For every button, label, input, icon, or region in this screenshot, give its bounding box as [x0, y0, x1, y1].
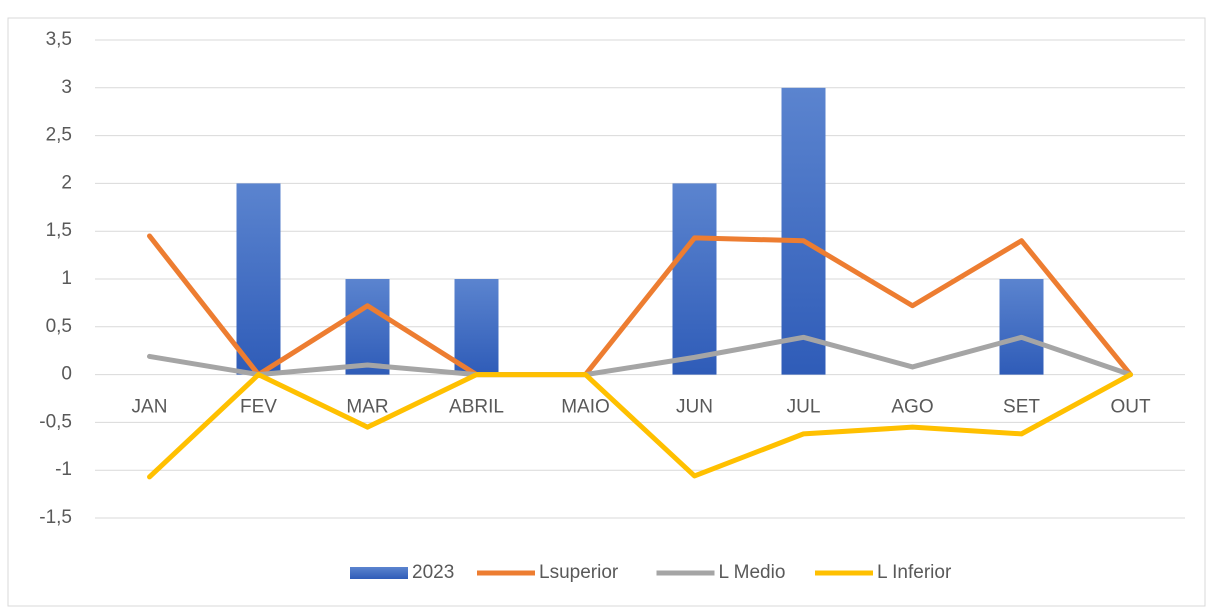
y-tick-label: -0,5: [39, 411, 72, 432]
bar: [345, 279, 390, 375]
line: [147, 334, 1133, 378]
y-tick-label: 0,5: [46, 316, 72, 337]
bar: [236, 183, 281, 375]
x-tick-label: JUL: [787, 397, 821, 418]
x-tick-label: JUN: [676, 397, 713, 418]
x-tick-label: MAR: [346, 397, 388, 418]
y-tick-label: 1: [61, 268, 72, 289]
bar: [999, 279, 1044, 375]
y-tick-label: -1,5: [39, 507, 72, 528]
bar: [672, 183, 717, 375]
y-tick-label: 2,5: [46, 125, 72, 146]
x-tick-label: OUT: [1110, 397, 1151, 418]
legend-swatch: [350, 567, 408, 579]
legend-label: Lsuperior: [539, 562, 619, 583]
legend-label: L Medio: [719, 562, 786, 583]
line: [147, 233, 1133, 378]
x-tick-label: FEV: [240, 397, 277, 418]
bar: [781, 87, 826, 375]
bar: [454, 279, 499, 375]
x-tick-label: MAIO: [561, 397, 610, 418]
y-tick-label: -1: [55, 459, 72, 480]
y-tick-label: 3: [61, 77, 72, 98]
legend-label: L Inferior: [877, 562, 952, 583]
legend-label: 2023: [412, 562, 454, 583]
x-tick-label: JAN: [132, 397, 168, 418]
y-tick-label: 0: [61, 364, 72, 385]
x-tick-label: ABRIL: [449, 397, 504, 418]
y-tick-label: 2: [61, 172, 72, 193]
x-tick-label: AGO: [891, 397, 933, 418]
y-tick-label: 3,5: [46, 29, 72, 50]
y-tick-label: 1,5: [46, 220, 72, 241]
line: [147, 372, 1133, 480]
x-tick-label: SET: [1003, 397, 1040, 418]
